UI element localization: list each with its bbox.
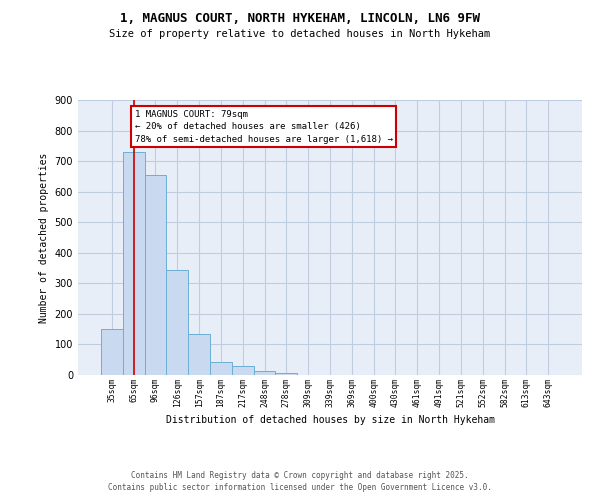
Bar	[232, 366, 254, 375]
Bar	[210, 362, 232, 375]
Bar	[254, 372, 275, 375]
Bar	[188, 334, 210, 375]
Bar	[145, 175, 166, 375]
Bar	[166, 270, 188, 375]
Y-axis label: Number of detached properties: Number of detached properties	[39, 152, 49, 322]
Bar	[101, 329, 123, 375]
Text: 1 MAGNUS COURT: 79sqm
← 20% of detached houses are smaller (426)
78% of semi-det: 1 MAGNUS COURT: 79sqm ← 20% of detached …	[135, 110, 393, 144]
Bar	[123, 152, 145, 375]
Text: Size of property relative to detached houses in North Hykeham: Size of property relative to detached ho…	[109, 29, 491, 39]
Text: Contains HM Land Registry data © Crown copyright and database right 2025.
Contai: Contains HM Land Registry data © Crown c…	[108, 471, 492, 492]
Bar	[275, 372, 297, 375]
Text: 1, MAGNUS COURT, NORTH HYKEHAM, LINCOLN, LN6 9FW: 1, MAGNUS COURT, NORTH HYKEHAM, LINCOLN,…	[120, 12, 480, 26]
X-axis label: Distribution of detached houses by size in North Hykeham: Distribution of detached houses by size …	[166, 416, 494, 426]
